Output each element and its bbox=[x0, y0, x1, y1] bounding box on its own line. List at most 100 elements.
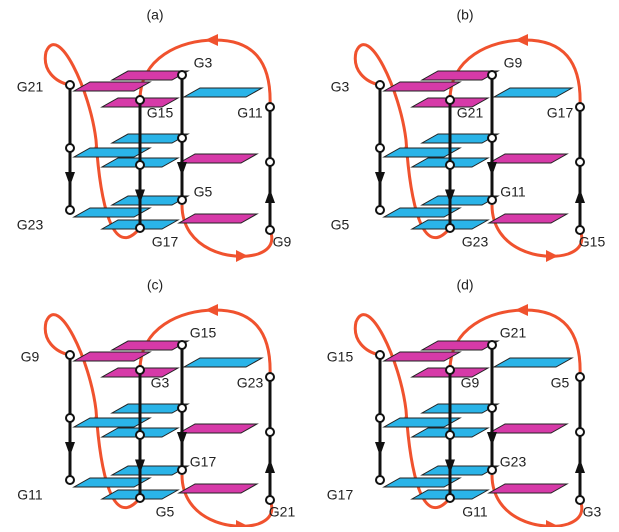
tetrad-plane bbox=[420, 70, 500, 81]
node bbox=[375, 413, 385, 423]
node bbox=[177, 465, 187, 475]
arrowhead bbox=[177, 162, 187, 176]
arrowhead bbox=[205, 34, 218, 46]
node-label: G15 bbox=[579, 234, 606, 250]
node-label: G5 bbox=[194, 184, 213, 200]
tetrad-plane bbox=[487, 153, 569, 164]
node bbox=[65, 475, 75, 485]
node bbox=[265, 372, 275, 382]
arrowhead bbox=[236, 250, 248, 262]
panel: (a) G21 G3 G15 G11 G23 G5 G17 G9 bbox=[17, 7, 292, 262]
tetrad-plane bbox=[72, 147, 152, 158]
panel-label: (b) bbox=[456, 7, 473, 23]
arrowhead bbox=[487, 432, 497, 446]
arrowhead bbox=[205, 304, 218, 316]
tetrad-plane bbox=[110, 195, 190, 206]
tetrad-plane bbox=[177, 213, 259, 224]
node-label: G17 bbox=[152, 234, 179, 250]
node bbox=[445, 365, 455, 375]
node-label: G17 bbox=[547, 105, 574, 121]
node bbox=[575, 225, 585, 235]
node-label: G23 bbox=[237, 375, 264, 391]
tetrad-plane bbox=[420, 195, 500, 206]
tetrad-plane bbox=[420, 340, 500, 351]
tetrad-plane bbox=[72, 81, 152, 92]
tetrad-plane bbox=[420, 465, 500, 476]
arrowhead bbox=[177, 432, 187, 446]
arrowhead bbox=[515, 34, 528, 46]
tetrad-plane bbox=[110, 340, 190, 351]
loop bbox=[180, 474, 274, 528]
loop bbox=[490, 474, 584, 528]
node-label: G11 bbox=[462, 504, 488, 520]
tetrad-plane bbox=[492, 357, 574, 368]
node-label: G9 bbox=[273, 234, 292, 250]
node bbox=[65, 205, 75, 215]
node bbox=[135, 430, 145, 440]
node-label: G9 bbox=[504, 55, 523, 71]
node-label: G17 bbox=[190, 454, 217, 470]
tetrad-plane bbox=[72, 351, 152, 362]
panel: (b) G3 G9 G21 G17 G5 G11 G23 G15 bbox=[331, 7, 606, 262]
panel-label: (a) bbox=[146, 7, 163, 23]
node-label: G23 bbox=[462, 234, 489, 250]
node bbox=[177, 70, 187, 80]
node-label: G21 bbox=[457, 105, 484, 121]
panel: (d) G15 G21 G9 G5 G17 G23 G11 G3 bbox=[327, 277, 602, 532]
node bbox=[177, 133, 187, 143]
tetrad-plane bbox=[72, 477, 152, 488]
node bbox=[375, 350, 385, 360]
arrowhead bbox=[265, 189, 275, 203]
node bbox=[375, 143, 385, 153]
node bbox=[135, 365, 145, 375]
loop bbox=[490, 204, 584, 258]
node bbox=[375, 80, 385, 90]
tetrad-plane bbox=[492, 87, 574, 98]
node bbox=[575, 495, 585, 505]
tetrad-plane bbox=[177, 483, 259, 494]
node-label: G3 bbox=[583, 504, 602, 520]
node bbox=[445, 223, 455, 233]
node-label: G11 bbox=[237, 105, 263, 121]
node bbox=[265, 427, 275, 437]
node-label: G23 bbox=[17, 217, 44, 233]
node bbox=[575, 372, 585, 382]
panel-label: (d) bbox=[456, 277, 473, 293]
node-label: G15 bbox=[147, 105, 174, 121]
node-label: G21 bbox=[17, 79, 44, 95]
arrowhead bbox=[375, 442, 385, 456]
arrowhead bbox=[575, 459, 585, 473]
tetrad-plane bbox=[382, 147, 462, 158]
node-label: G17 bbox=[327, 487, 354, 503]
tetrad-plane bbox=[487, 423, 569, 434]
panel-label: (c) bbox=[147, 277, 163, 293]
node bbox=[445, 160, 455, 170]
arrowhead bbox=[65, 172, 75, 186]
node bbox=[375, 205, 385, 215]
tetrad-plane bbox=[382, 417, 462, 428]
tetrad-plane bbox=[110, 403, 190, 414]
tetrad-plane bbox=[72, 417, 152, 428]
node-label: G5 bbox=[551, 375, 570, 391]
node bbox=[135, 493, 145, 503]
tetrad-plane bbox=[382, 477, 462, 488]
tetrad-plane bbox=[382, 351, 462, 362]
node bbox=[265, 102, 275, 112]
node bbox=[135, 223, 145, 233]
node bbox=[65, 143, 75, 153]
node bbox=[135, 160, 145, 170]
arrowhead bbox=[135, 189, 145, 204]
node-label: G3 bbox=[194, 55, 213, 71]
panel: (c) G9 G15 G3 G23 G11 G17 G5 G21 bbox=[17, 277, 295, 532]
node bbox=[65, 350, 75, 360]
node bbox=[265, 495, 275, 505]
node-label: G5 bbox=[331, 217, 350, 233]
node-label: G23 bbox=[500, 454, 527, 470]
tetrad-plane bbox=[382, 81, 462, 92]
node bbox=[487, 195, 497, 205]
arrowhead bbox=[575, 189, 585, 203]
tetrad-plane bbox=[110, 133, 190, 144]
node-label: G3 bbox=[151, 375, 170, 391]
node bbox=[487, 133, 497, 143]
node bbox=[65, 80, 75, 90]
